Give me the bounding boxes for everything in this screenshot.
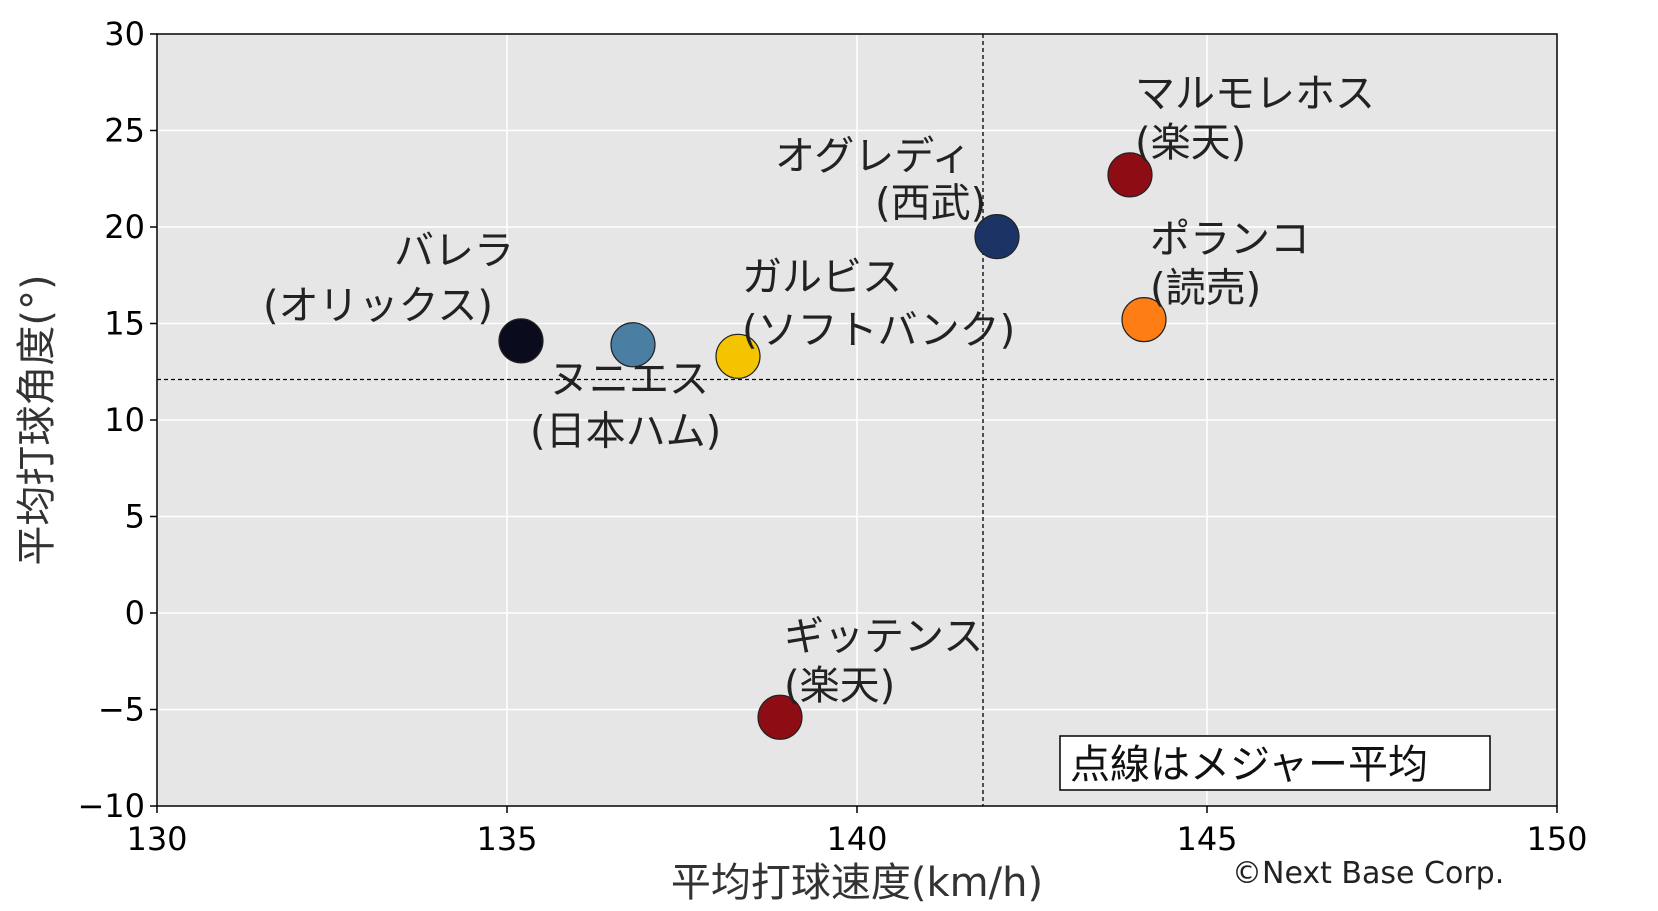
y-tick-label: 25 [104, 112, 145, 150]
point-team: (オリックス) [263, 283, 493, 329]
x-axis-label: 平均打球速度(km/h) [671, 860, 1043, 906]
point-name: ガルビス [742, 254, 902, 300]
x-axis-ticks: 130 135 140 145 150 [126, 806, 1588, 858]
x-tick-label: 150 [1526, 820, 1587, 858]
point-label: ギッテンス(楽天) [784, 614, 983, 709]
point-label: ヌニエス (日本ハム) [530, 357, 721, 455]
point-name: マルモレホス [1135, 71, 1375, 117]
x-tick-label: 145 [1176, 820, 1237, 858]
point-label: オグレディ(西武) [775, 134, 986, 227]
point-team: (ソフトバンク) [742, 307, 1015, 353]
data-point [1107, 152, 1153, 198]
x-tick-label: 140 [826, 820, 887, 858]
y-tick-label: 5 [125, 498, 145, 536]
data-point [498, 318, 544, 364]
data-point [757, 694, 803, 740]
data-point [715, 333, 761, 379]
point-name: バレラ [394, 228, 514, 274]
copyright-text: ©Next Base Corp. [1232, 856, 1505, 891]
point-label: バレラ (オリックス) [263, 228, 514, 329]
y-tick-label: 20 [104, 208, 145, 246]
data-points [498, 152, 1167, 740]
legend-note: 点線はメジャー平均 [1059, 735, 1491, 791]
y-tick-label: −5 [98, 691, 145, 729]
point-label: ガルビス (ソフトバンク) [742, 254, 1015, 353]
data-point [974, 214, 1020, 260]
x-tick-label: 135 [476, 820, 537, 858]
point-name: オグレディ [775, 134, 971, 180]
data-point [610, 322, 656, 368]
y-tick-label: −10 [77, 787, 145, 825]
y-tick-label: 15 [104, 305, 145, 343]
point-name: ポランコ [1150, 217, 1310, 263]
y-tick-label: 0 [125, 594, 145, 632]
data-point [1121, 297, 1167, 343]
note-box [1059, 735, 1491, 791]
y-axis-ticks: −10 −5 0 5 10 15 20 25 30 [77, 15, 157, 825]
note-text: 点線はメジャー平均 [1070, 742, 1428, 788]
y-axis-label: 平均打球角度(°) [14, 274, 60, 565]
x-tick-label: 130 [126, 820, 187, 858]
point-label: マルモレホス(楽天) [1135, 71, 1375, 166]
point-label: ポランコ(読売) [1150, 217, 1310, 312]
point-labels: バレラ (オリックス) ヌニエス (日本ハム) ガルビス (ソフトバンク) オグレディ(西武… [263, 71, 1375, 709]
point-name: ギッテンス [784, 614, 983, 660]
point-name: ヌニエス [549, 357, 709, 403]
point-team: (読売) [1150, 266, 1261, 312]
point-team: (日本ハム) [530, 409, 721, 455]
y-tick-label: 30 [104, 15, 145, 53]
y-tick-label: 10 [104, 401, 145, 439]
reference-lines [157, 34, 1557, 806]
point-team: (楽天) [784, 663, 895, 709]
point-team: (西武) [875, 181, 986, 227]
point-team: (楽天) [1135, 120, 1246, 166]
